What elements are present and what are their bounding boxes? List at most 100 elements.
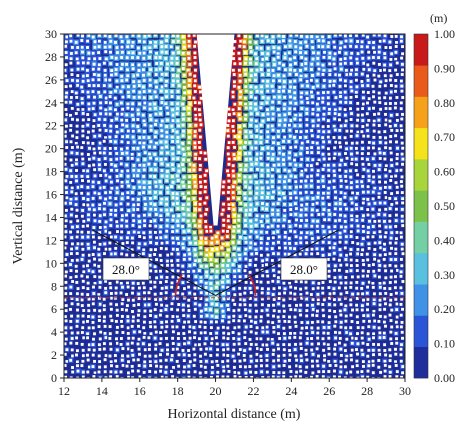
particle [157,268,164,274]
particle [230,89,236,95]
particle [170,50,176,56]
angle-label-left: 28.0° [112,262,140,277]
particle [364,44,371,50]
particle [203,280,209,286]
particle [248,240,254,246]
particle [231,286,237,292]
particle [242,301,248,308]
particle [297,312,304,318]
particle [376,90,382,96]
particle [152,229,159,236]
particle [387,168,393,174]
particle [97,127,103,133]
particle [331,155,338,162]
particle [258,105,264,111]
particle [297,235,304,241]
particle [75,330,81,336]
particle [298,345,305,352]
particle [393,330,399,337]
particle [79,183,85,190]
particle [263,206,270,212]
particle [113,116,120,122]
particle [315,363,321,369]
particle [293,233,299,240]
particle [359,374,366,378]
particle [303,167,309,173]
particle [67,261,74,268]
particle [388,73,394,79]
particle [281,195,288,201]
particle [282,117,288,123]
particle [204,247,210,253]
particle [235,351,242,357]
particle [79,291,85,297]
particle [159,145,165,151]
particle [112,212,119,218]
particle [281,297,287,303]
particle [180,156,187,163]
particle [293,34,300,38]
particle [174,60,180,67]
particle [247,207,254,213]
particle [344,184,350,191]
particle [73,94,80,101]
particle [347,71,354,78]
particle [75,60,81,66]
particle [90,140,96,147]
particle [360,228,367,235]
particle [243,239,249,246]
particle [181,105,187,112]
particle [124,150,130,156]
particle [113,195,119,202]
particle [219,245,225,251]
particle [96,205,103,212]
particle [180,312,187,319]
particle [163,82,169,89]
particle [159,173,165,179]
particle [135,317,141,324]
particle [64,256,69,263]
particle [252,95,259,101]
particle [135,291,142,297]
particle [164,223,170,229]
particle [107,134,113,140]
particle [113,290,119,296]
particle [365,145,372,151]
particle [370,268,377,275]
particle [366,39,372,46]
particle [377,297,383,303]
particle [152,263,158,270]
particle [319,134,326,141]
particle [74,78,81,84]
particle [158,245,165,252]
particle [213,301,220,308]
particle [230,201,236,208]
particle [258,240,265,246]
particle [270,88,276,94]
particle [276,308,282,315]
particle [358,178,365,185]
particle [348,223,355,229]
particle [230,353,236,359]
particle [96,323,102,330]
particle [309,212,315,218]
particle [113,150,120,157]
particle [164,239,170,246]
particle [348,50,355,57]
particle [376,274,383,280]
particle [308,162,315,169]
particle [142,353,148,359]
particle [67,83,74,89]
particle [366,336,372,342]
particle [164,129,170,135]
particle [331,44,338,50]
particle [198,250,204,257]
particle [343,357,349,363]
particle [231,251,237,258]
particle [349,190,356,196]
particle [97,346,103,353]
particle [381,330,388,336]
particle [67,290,74,297]
particle [302,66,309,72]
particle [96,38,103,44]
